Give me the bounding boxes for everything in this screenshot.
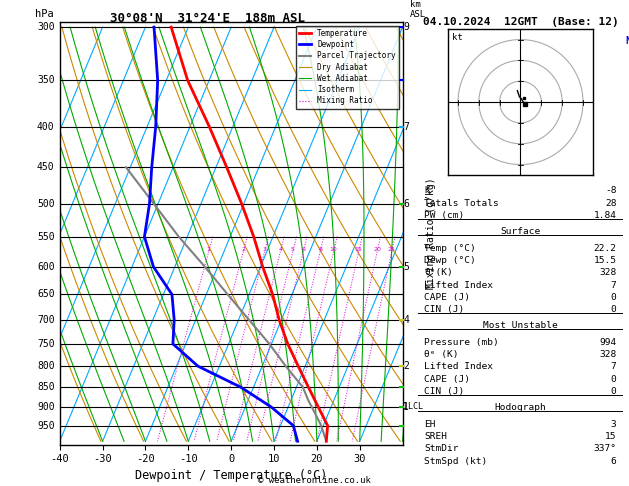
Text: 4: 4 (278, 247, 282, 252)
Text: CIN (J): CIN (J) (425, 305, 465, 314)
Text: 15: 15 (605, 432, 616, 441)
Text: Surface: Surface (501, 227, 540, 236)
Text: © weatheronline.co.uk: © weatheronline.co.uk (258, 476, 371, 485)
Text: 15: 15 (355, 247, 362, 252)
Text: km
ASL: km ASL (410, 0, 426, 19)
Text: 8: 8 (318, 247, 322, 252)
Text: 300: 300 (37, 22, 55, 32)
Text: 328: 328 (599, 350, 616, 359)
Text: 337°: 337° (594, 444, 616, 453)
Text: N: N (626, 36, 629, 46)
X-axis label: Dewpoint / Temperature (°C): Dewpoint / Temperature (°C) (135, 469, 327, 482)
Text: 04.10.2024  12GMT  (Base: 12): 04.10.2024 12GMT (Base: 12) (423, 17, 618, 27)
Text: 5: 5 (403, 262, 409, 272)
Text: 350: 350 (37, 75, 55, 86)
Text: 1: 1 (403, 402, 409, 412)
Text: 650: 650 (37, 289, 55, 299)
Text: Lifted Index: Lifted Index (425, 280, 493, 290)
Text: 10: 10 (330, 247, 337, 252)
Text: 7: 7 (403, 122, 409, 132)
Text: 750: 750 (37, 339, 55, 349)
Text: 2: 2 (403, 361, 409, 371)
Text: CAPE (J): CAPE (J) (425, 375, 470, 384)
Text: 900: 900 (37, 402, 55, 412)
Text: 9: 9 (403, 22, 409, 32)
Text: 6: 6 (403, 199, 409, 208)
Text: 1LCL: 1LCL (403, 402, 423, 412)
Text: CAPE (J): CAPE (J) (425, 293, 470, 302)
Text: 4: 4 (403, 315, 409, 325)
Text: 400: 400 (37, 122, 55, 132)
Legend: Temperature, Dewpoint, Parcel Trajectory, Dry Adiabat, Wet Adiabat, Isotherm, Mi: Temperature, Dewpoint, Parcel Trajectory… (296, 26, 399, 108)
Text: 28: 28 (605, 199, 616, 208)
Text: Lifted Index: Lifted Index (425, 363, 493, 371)
Text: 6: 6 (301, 247, 305, 252)
Text: 20: 20 (373, 247, 381, 252)
Text: Dewp (°C): Dewp (°C) (425, 256, 476, 265)
Text: θᵉ(K): θᵉ(K) (425, 268, 453, 277)
Text: 0: 0 (611, 293, 616, 302)
Text: 500: 500 (37, 199, 55, 208)
Text: θᵉ (K): θᵉ (K) (425, 350, 459, 359)
Text: 25: 25 (387, 247, 396, 252)
Text: 950: 950 (37, 420, 55, 431)
Text: SREH: SREH (425, 432, 447, 441)
Text: 0: 0 (611, 305, 616, 314)
Text: 2: 2 (241, 247, 245, 252)
Text: 1.84: 1.84 (594, 211, 616, 220)
Text: 0: 0 (611, 375, 616, 384)
Text: 7: 7 (611, 363, 616, 371)
Text: 800: 800 (37, 361, 55, 371)
Text: Pressure (mb): Pressure (mb) (425, 338, 499, 347)
Text: 3: 3 (611, 419, 616, 429)
Text: 3: 3 (262, 247, 267, 252)
Text: 22.2: 22.2 (594, 243, 616, 253)
Text: EH: EH (425, 419, 436, 429)
Text: 30°08'N  31°24'E  188m ASL: 30°08'N 31°24'E 188m ASL (110, 12, 305, 25)
Text: 5: 5 (291, 247, 295, 252)
Text: 7: 7 (611, 280, 616, 290)
Text: Most Unstable: Most Unstable (483, 321, 558, 330)
Text: 550: 550 (37, 232, 55, 242)
Text: CIN (J): CIN (J) (425, 387, 465, 396)
Text: Mixing Ratio (g/kg): Mixing Ratio (g/kg) (426, 177, 436, 289)
Text: -8: -8 (605, 187, 616, 195)
Text: 15.5: 15.5 (594, 256, 616, 265)
Text: 994: 994 (599, 338, 616, 347)
Text: 850: 850 (37, 382, 55, 392)
Text: Hodograph: Hodograph (494, 403, 547, 412)
Text: Totals Totals: Totals Totals (425, 199, 499, 208)
Text: 450: 450 (37, 162, 55, 172)
Text: K: K (425, 187, 430, 195)
Text: 700: 700 (37, 315, 55, 325)
Text: 1: 1 (207, 247, 211, 252)
Text: PW (cm): PW (cm) (425, 211, 465, 220)
Text: StmSpd (kt): StmSpd (kt) (425, 456, 487, 466)
Text: 0: 0 (611, 387, 616, 396)
Text: kt: kt (452, 33, 462, 42)
Text: StmDir: StmDir (425, 444, 459, 453)
Text: hPa: hPa (35, 9, 53, 19)
Text: 600: 600 (37, 262, 55, 272)
Text: 6: 6 (611, 456, 616, 466)
Text: Temp (°C): Temp (°C) (425, 243, 476, 253)
Text: 328: 328 (599, 268, 616, 277)
